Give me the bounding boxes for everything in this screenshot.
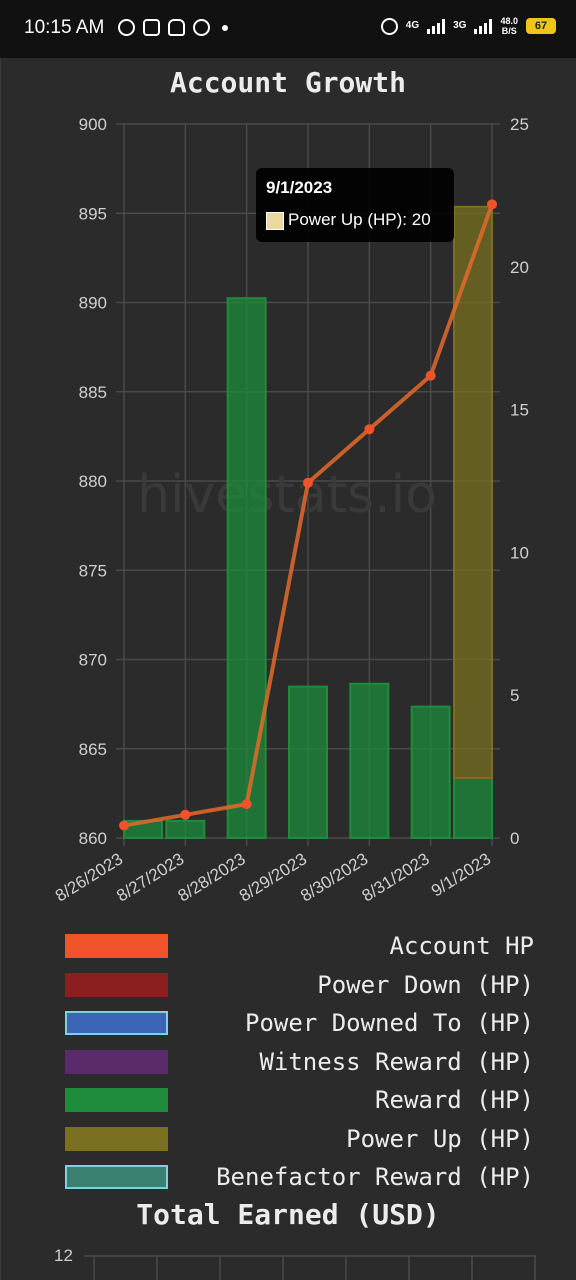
y-right-tick-label: 15: [510, 401, 529, 420]
bar: [165, 819, 206, 840]
notification-icons: [118, 19, 228, 36]
y-left-tick-label: 860: [79, 829, 107, 848]
data-point: [364, 424, 375, 435]
network-label-1: 4G: [405, 20, 420, 31]
chat-icon: [193, 19, 210, 36]
alarm-icon: [380, 17, 398, 35]
y-left-tick-label: 895: [79, 204, 107, 223]
data-point: [303, 477, 313, 488]
y-left-tick-label: 870: [79, 651, 107, 670]
data-point: [425, 370, 436, 381]
signal-icon: [474, 18, 493, 34]
chart-tooltip: 9/1/2023 Power Up (HP): 20: [256, 168, 454, 242]
y-left-tick-label: 885: [79, 383, 107, 402]
data-point: [241, 799, 252, 810]
data-point: [119, 820, 129, 831]
legend-label: Benefactor Reward (HP): [216, 1163, 534, 1191]
y-left-tick-label: 875: [79, 561, 107, 580]
network-label-2: 3G: [453, 20, 467, 31]
dot-icon: [222, 25, 228, 31]
legend-label: Power Down (HP): [317, 970, 534, 999]
instagram-icon: [143, 19, 160, 36]
legend-label: Reward (HP): [375, 1086, 534, 1114]
legend-swatch: [65, 1126, 168, 1151]
tooltip-label: Power Up (HP): 20: [288, 210, 431, 229]
data-point: [487, 199, 497, 210]
watermark: hivestats.io: [137, 465, 437, 525]
legend-label: Account HP: [389, 932, 535, 960]
legend-swatch: [65, 1011, 168, 1035]
battery-icon: 67: [526, 18, 556, 34]
y-right-tick-label: 20: [510, 258, 529, 277]
bitcoin-icon: [118, 19, 135, 36]
system-icons: 4G 3G 48.0 B/S 67: [380, 16, 556, 36]
signal-icon: [427, 18, 446, 34]
legend-item[interactable]: Witness Reward (HP): [0, 1043, 576, 1081]
legend-item[interactable]: Benefactor Reward (HP): [0, 1158, 576, 1196]
y-right-tick-label: 5: [510, 686, 519, 705]
status-time: 10:15 AM: [24, 17, 105, 38]
tooltip-title: 9/1/2023: [266, 178, 333, 197]
bar: [410, 705, 451, 840]
y-left-tick-label: 865: [79, 740, 107, 759]
bar: [349, 682, 390, 839]
chart-title: Account Growth: [169, 66, 406, 99]
legend-label: Witness Reward (HP): [259, 1047, 534, 1076]
y-right-tick-label: 10: [510, 543, 529, 562]
legend-item[interactable]: Account HP: [0, 927, 576, 965]
legend-swatch: [65, 1049, 168, 1074]
legend-label: Power Downed To (HP): [245, 1009, 534, 1037]
y-left-tick-label: 900: [79, 115, 107, 134]
status-bar: 10:15 AM 4G 3G 48.0 B/S 67: [0, 0, 576, 58]
legend-swatch: [65, 1165, 168, 1189]
legend-item[interactable]: Power Up (HP): [0, 1120, 576, 1158]
tooltip-swatch: [266, 212, 284, 230]
legend-item[interactable]: Power Down (HP): [0, 966, 576, 1004]
legend-label: Power Up (HP): [346, 1124, 534, 1153]
total-earned-title: Total Earned (USD): [136, 1198, 440, 1231]
bar: [288, 685, 328, 840]
legend-swatch: [65, 934, 168, 958]
legend-swatch: [65, 1088, 168, 1112]
snapchat-icon: [168, 19, 185, 36]
bar: [453, 205, 493, 780]
y-left-tick-label: 890: [79, 294, 107, 313]
legend-item[interactable]: Power Downed To (HP): [0, 1004, 576, 1042]
legend-swatch: [65, 972, 168, 997]
total-earned-y-tick: 12: [54, 1246, 73, 1265]
data-point: [180, 809, 191, 820]
y-right-tick-label: 25: [510, 115, 529, 134]
network-speed: 48.0 B/S: [500, 16, 518, 36]
y-left-tick-label: 880: [79, 472, 107, 491]
legend-item[interactable]: Reward (HP): [0, 1081, 576, 1119]
y-right-tick-label: 0: [510, 829, 519, 848]
